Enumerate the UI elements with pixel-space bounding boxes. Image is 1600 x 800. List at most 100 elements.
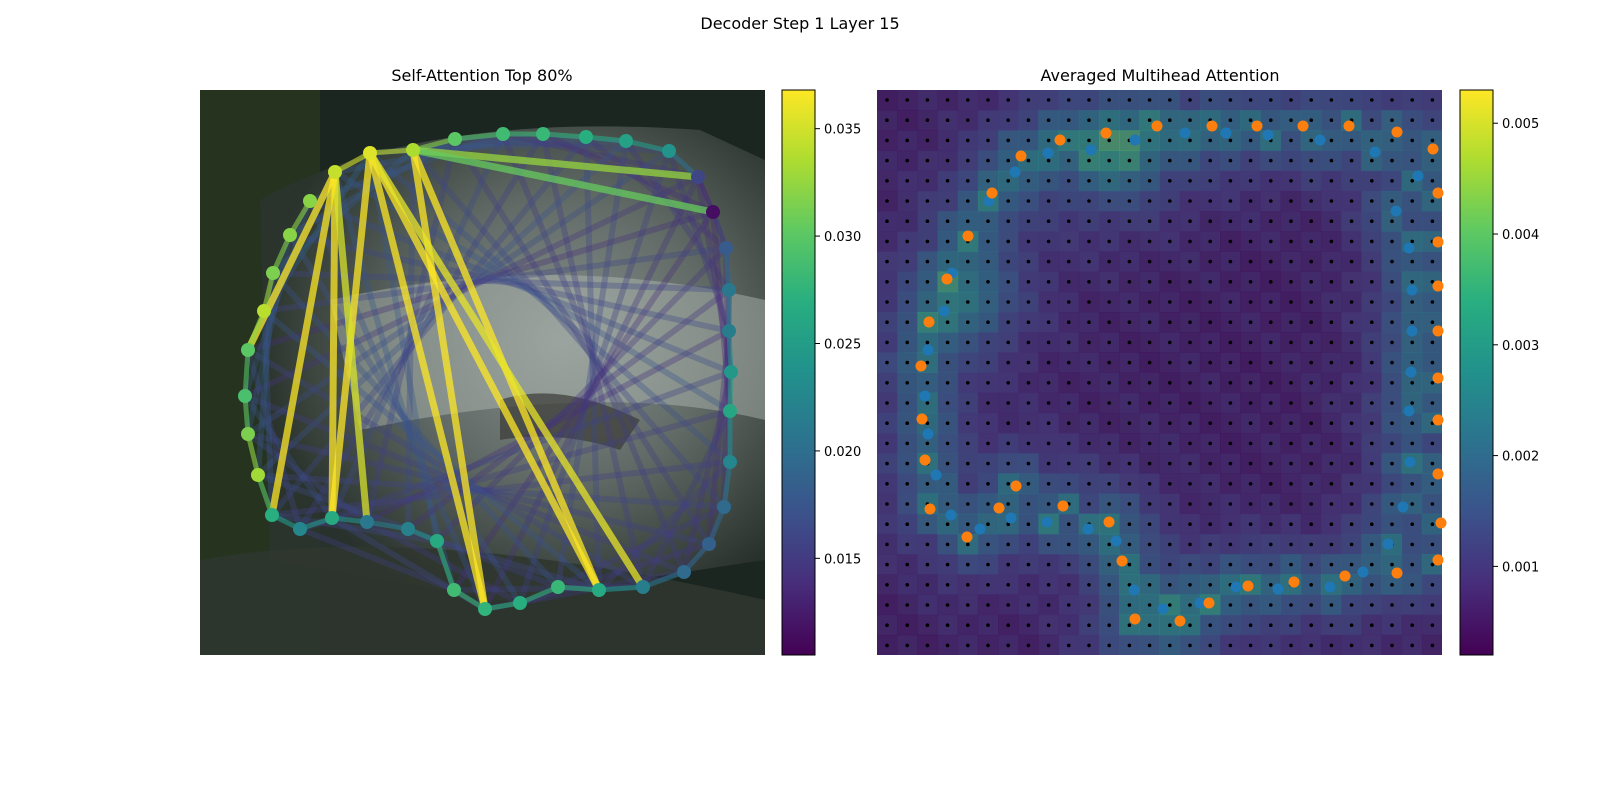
orange-point (1015, 150, 1027, 162)
blue-point (1403, 405, 1415, 417)
grid-dot (1208, 340, 1212, 345)
grid-dot (1107, 461, 1111, 466)
grid-dot (1087, 280, 1091, 284)
attention-edge (405, 147, 416, 532)
grid-dot (1168, 562, 1172, 567)
grid-dot (1289, 340, 1293, 345)
grid-dot (1147, 219, 1152, 223)
grid-dot (1390, 502, 1394, 506)
grid-dot (925, 179, 930, 183)
grid-dot (1208, 280, 1212, 284)
grid-dot (1410, 441, 1414, 446)
blue-point (1314, 134, 1326, 146)
grid-dot (1046, 199, 1051, 203)
grid-dot (905, 482, 909, 486)
grid-dot (1087, 461, 1091, 466)
grid-dot (966, 138, 970, 143)
grid-dot (1046, 562, 1051, 567)
colorbar-tick-label: 0.003 (1502, 339, 1539, 354)
grid-dot (1188, 562, 1192, 567)
grid-dot (885, 583, 889, 587)
attention-edge (261, 245, 729, 314)
grid-dot (1289, 482, 1293, 486)
grid-dot (1430, 199, 1435, 203)
attention-edge (328, 168, 339, 522)
grid-dot (1107, 118, 1111, 122)
attention-edge (482, 174, 701, 612)
attention-edge (242, 198, 313, 399)
grid-dot (1289, 158, 1293, 163)
grid-dot (1430, 542, 1435, 547)
grid-dot (1188, 583, 1192, 587)
grid-dot (1168, 340, 1172, 345)
grid-dot (1046, 138, 1051, 143)
grid-dot (1006, 502, 1010, 506)
colorbar-tick-label: 0.005 (1502, 117, 1539, 132)
grid-dot (1087, 482, 1091, 486)
right-colorbar-gradient (1459, 89, 1494, 656)
contour-point (363, 146, 377, 160)
contour-point (719, 241, 733, 255)
grid-dot (1006, 320, 1010, 325)
grid-dot (1127, 421, 1132, 426)
grid-dot (885, 482, 889, 486)
grid-dot (1309, 603, 1313, 607)
grid-dot (1309, 199, 1313, 203)
grid-dot (945, 320, 950, 325)
grid-dot (1188, 239, 1192, 244)
grid-dot (1026, 118, 1031, 122)
contour-edge (245, 310, 267, 351)
grid-dot (1248, 340, 1253, 345)
contour-edge (434, 540, 457, 591)
grid-dot (1329, 118, 1334, 122)
grid-dot (885, 138, 889, 143)
grid-dot (1188, 461, 1192, 466)
contour-point (265, 508, 279, 522)
grid-dot (1168, 138, 1172, 143)
grid-dot (1147, 502, 1152, 506)
colorbar-tick-label: 0.015 (824, 552, 861, 567)
grid-dot (1269, 300, 1273, 304)
grid-dot (986, 542, 990, 547)
blue-point (1042, 147, 1054, 159)
attention-edge (517, 148, 672, 606)
grid-dot (905, 259, 909, 264)
grid-dot (1248, 461, 1253, 466)
grid-dot (986, 138, 990, 143)
grid-dot (1067, 482, 1071, 486)
grid-dot (1147, 118, 1152, 122)
grid-dot (1046, 360, 1051, 365)
attention-edge (255, 138, 629, 478)
grid-dot (1168, 300, 1172, 304)
grid-dot (1107, 138, 1111, 143)
grid-dot (1188, 360, 1192, 365)
grid-dot (1208, 502, 1212, 506)
grid-dot (1228, 259, 1233, 264)
grid-dot (1208, 158, 1212, 163)
grid-dot (1370, 98, 1374, 102)
grid-dot (885, 643, 889, 648)
grid-dot (1087, 219, 1091, 223)
grid-dot (1309, 623, 1313, 627)
contour-point (579, 130, 593, 144)
grid-dot (1269, 259, 1273, 264)
grid-dot (1067, 239, 1071, 244)
grid-dot (1087, 259, 1091, 264)
grid-dot (1248, 421, 1253, 426)
attention-edge (500, 131, 701, 180)
grid-dot (1390, 623, 1394, 627)
blue-point (1405, 366, 1417, 378)
grid-dot (1168, 199, 1172, 203)
blue-point (922, 428, 934, 440)
attention-edge (332, 169, 457, 593)
grid-dot (1289, 542, 1293, 547)
grid-dot (1410, 158, 1414, 163)
grid-dot (1349, 482, 1354, 486)
contour-edge (412, 136, 456, 153)
figure-title: Decoder Step 1 Layer 15 (700, 14, 899, 33)
grid-dot (1188, 340, 1192, 345)
grid-dot (1046, 320, 1051, 325)
grid-dot (1289, 502, 1293, 506)
grid-dot (966, 502, 970, 506)
grid-dot (925, 138, 930, 143)
